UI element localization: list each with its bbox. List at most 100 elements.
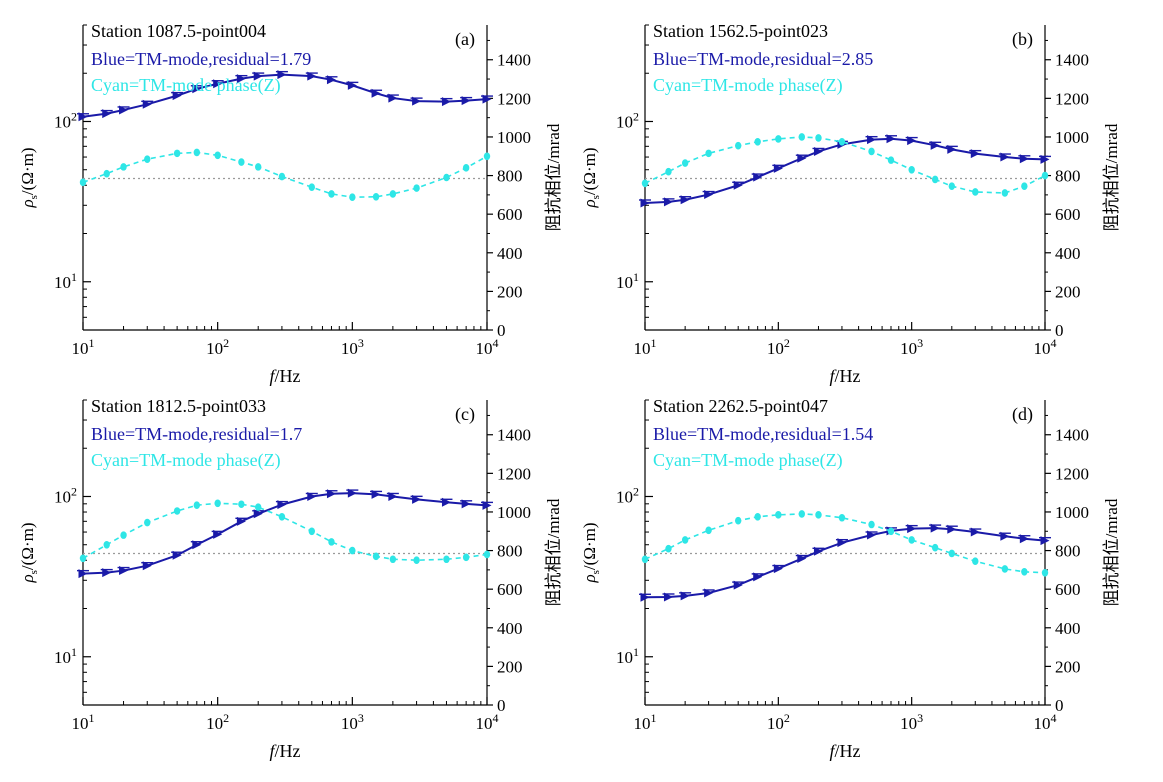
data-point bbox=[349, 193, 356, 201]
data-point bbox=[307, 71, 317, 81]
data-point bbox=[103, 169, 110, 178]
y-right-tick-label: 400 bbox=[497, 619, 523, 638]
data-point bbox=[388, 93, 398, 103]
data-point bbox=[868, 520, 875, 529]
data-point bbox=[948, 182, 956, 190]
y-left-tick-label: 101 bbox=[616, 270, 639, 292]
data-point bbox=[328, 190, 335, 198]
y-right-tick-label: 1200 bbox=[1055, 464, 1089, 483]
chart-panel-a: 101 102 103 104 101 102 0 200 400 600 800 1000 1200 1… bbox=[18, 21, 563, 386]
data-point bbox=[1021, 568, 1028, 576]
data-point bbox=[277, 500, 287, 510]
data-point bbox=[1040, 154, 1050, 164]
data-point bbox=[78, 569, 88, 579]
y-left-axis-label: ρs/(Ω·m) bbox=[18, 147, 40, 208]
y-right-tick-label: 1400 bbox=[1055, 426, 1089, 445]
data-point bbox=[734, 516, 742, 525]
data-point bbox=[704, 588, 714, 598]
data-point bbox=[887, 156, 895, 164]
y-left-tick-label: 101 bbox=[54, 270, 77, 292]
y-right-tick-label: 1000 bbox=[1055, 128, 1089, 147]
y-right-tick-label: 600 bbox=[1055, 205, 1081, 224]
y-right-tick-label: 400 bbox=[1055, 619, 1081, 638]
x-tick-label: 104 bbox=[476, 711, 499, 733]
data-point bbox=[797, 153, 807, 163]
y-right-tick-label: 800 bbox=[497, 542, 523, 561]
data-point bbox=[371, 88, 381, 98]
data-point bbox=[753, 572, 763, 582]
x-tick-label: 102 bbox=[206, 336, 229, 358]
y-right-axis-label: 阻抗相位/mrad bbox=[1102, 498, 1121, 606]
data-point bbox=[347, 488, 357, 498]
data-point bbox=[704, 190, 714, 200]
y-right-tick-label: 400 bbox=[1055, 244, 1081, 263]
y-left-tick-label: 102 bbox=[54, 109, 77, 131]
data-point bbox=[754, 512, 761, 521]
panel-title: Station 1812.5-point033 bbox=[91, 396, 266, 416]
data-point bbox=[641, 555, 649, 564]
data-point bbox=[193, 148, 201, 157]
data-point bbox=[326, 489, 336, 499]
y-right-tick-label: 800 bbox=[497, 167, 523, 186]
y-right-tick-label: 1000 bbox=[497, 128, 531, 147]
data-point bbox=[173, 149, 181, 158]
data-point bbox=[838, 513, 846, 522]
data-point bbox=[798, 510, 806, 518]
data-point bbox=[681, 159, 689, 167]
data-point bbox=[813, 146, 823, 156]
data-point bbox=[815, 134, 822, 142]
data-point bbox=[733, 180, 743, 190]
data-point bbox=[483, 152, 491, 161]
y-right-tick-label: 600 bbox=[1055, 580, 1081, 599]
data-point bbox=[308, 527, 315, 536]
legend-phase: Cyan=TM-mode phase(Z) bbox=[653, 75, 843, 96]
y-right-tick-label: 1400 bbox=[1055, 51, 1089, 70]
data-point bbox=[461, 499, 471, 509]
x-tick-label: 104 bbox=[1034, 336, 1057, 358]
y-left-tick-label: 102 bbox=[616, 109, 639, 131]
y-right-tick-label: 1400 bbox=[497, 426, 531, 445]
y-right-tick-label: 1400 bbox=[497, 51, 531, 70]
data-point bbox=[278, 512, 286, 521]
data-point bbox=[144, 155, 151, 163]
data-point bbox=[773, 163, 783, 173]
data-point bbox=[907, 136, 917, 146]
data-point bbox=[640, 198, 650, 208]
y-right-axis-label: 阻抗相位/mrad bbox=[1102, 123, 1121, 231]
panel-title: Station 1087.5-point004 bbox=[91, 21, 266, 41]
y-right-tick-label: 0 bbox=[497, 321, 506, 340]
data-point bbox=[754, 137, 761, 146]
data-point bbox=[213, 79, 223, 89]
tm-mode-series bbox=[77, 488, 493, 579]
x-tick-label: 102 bbox=[206, 711, 229, 733]
data-point bbox=[214, 151, 221, 160]
y-right-tick-label: 0 bbox=[497, 696, 506, 715]
data-point bbox=[947, 524, 957, 534]
x-tick-label: 104 bbox=[1034, 711, 1057, 733]
data-point bbox=[441, 497, 451, 507]
data-point bbox=[278, 172, 286, 181]
y-right-tick-label: 1200 bbox=[497, 89, 531, 108]
data-point bbox=[102, 109, 112, 119]
data-point bbox=[930, 140, 940, 150]
data-point bbox=[972, 557, 979, 565]
y-right-tick-label: 1200 bbox=[1055, 89, 1089, 108]
x-axis-label: f/Hz bbox=[269, 741, 300, 761]
data-point bbox=[326, 75, 336, 85]
y-left-axis-label: ρs/(Ω·m) bbox=[18, 522, 40, 583]
data-point bbox=[837, 538, 847, 548]
data-point bbox=[413, 184, 420, 192]
panel-label: (a) bbox=[455, 29, 475, 50]
data-point bbox=[142, 561, 152, 571]
x-tick-label: 101 bbox=[72, 711, 95, 733]
phase-series bbox=[641, 133, 1049, 197]
data-point bbox=[1041, 568, 1049, 577]
tm-mode-series bbox=[639, 523, 1051, 602]
data-point bbox=[412, 96, 422, 106]
data-point bbox=[193, 501, 201, 510]
data-point bbox=[773, 564, 783, 574]
phase-series bbox=[79, 148, 491, 201]
data-point bbox=[308, 183, 315, 191]
data-point bbox=[253, 509, 263, 519]
data-point bbox=[753, 172, 763, 182]
